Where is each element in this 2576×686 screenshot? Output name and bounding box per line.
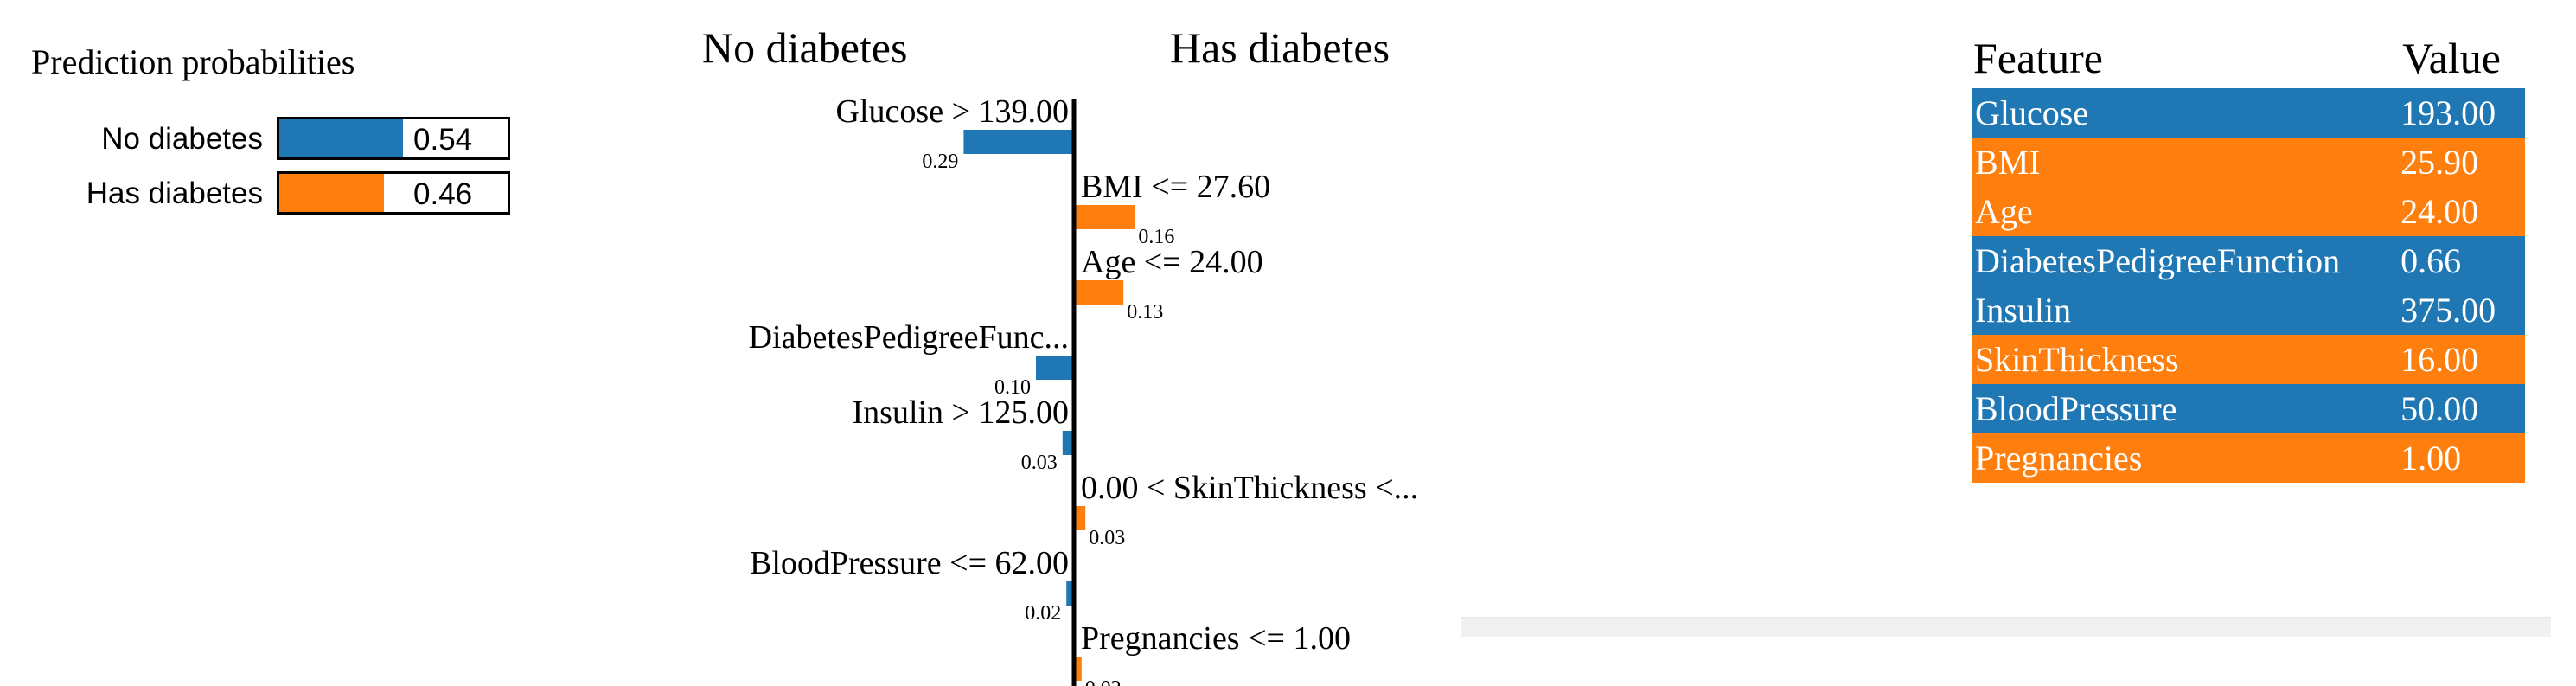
weight-bar — [1036, 356, 1074, 380]
weight-bar — [1074, 280, 1124, 305]
weight-value-label: 0.10 — [994, 376, 1031, 399]
feature-name-cell: DiabetesPedigreeFunction — [1975, 241, 2341, 280]
legend-label-has-diabetes: Has diabetes — [1170, 23, 1390, 72]
weight-value-label: 0.02 — [1085, 677, 1122, 686]
probability-value: 0.46 — [413, 177, 473, 211]
weight-value-label: 0.03 — [1089, 527, 1125, 549]
feature-value-cell: 25.90 — [2400, 143, 2479, 182]
table-header-row: Feature Value — [1972, 33, 2525, 88]
feature-value-cell: 50.00 — [2400, 389, 2479, 428]
column-header-feature: Feature — [1973, 34, 2103, 82]
feature-name-cell: Insulin — [1975, 291, 2072, 330]
bars-layer: Glucose > 139.00 0.29 BMI <= 27.60 0.16Age … — [749, 93, 1419, 686]
table-row: BMI 25.90 — [1972, 138, 2525, 187]
table-row: Pregnancies 1.00 — [1972, 433, 2525, 483]
weight-bar — [1074, 657, 1082, 681]
feature-weight-chart: No diabetes Has diabetes Glucose > 139.0… — [702, 23, 1419, 686]
feature-value-cell: 375.00 — [2400, 291, 2496, 330]
column-header-value: Value — [2402, 34, 2501, 82]
weight-value-label: 0.02 — [1025, 602, 1061, 625]
weight-bar — [1074, 205, 1135, 229]
weight-bar — [1062, 431, 1074, 455]
feature-value-cell: 24.00 — [2400, 192, 2479, 231]
probability-bar: 0.54 — [277, 117, 510, 160]
table-row: DiabetesPedigreeFunction 0.66 — [1972, 236, 2525, 285]
feature-condition-label: Pregnancies <= 1.00 — [1081, 620, 1351, 657]
probability-fill — [279, 119, 403, 157]
feature-condition-label: Age <= 24.00 — [1081, 244, 1263, 280]
weight-bar — [963, 130, 1074, 154]
feature-condition-label: 0.00 < SkinThickness <... — [1081, 470, 1418, 506]
feature-name-cell: BloodPressure — [1975, 389, 2177, 428]
feature-condition-label: BloodPressure <= 62.00 — [750, 545, 1069, 581]
feature-value-cell: 16.00 — [2400, 340, 2479, 379]
table-row: Age 24.00 — [1972, 187, 2525, 236]
probability-row-no-diabetes: No diabetes 0.54 — [0, 117, 536, 163]
feature-name-cell: Glucose — [1975, 93, 2089, 132]
table-row: SkinThickness 16.00 — [1972, 335, 2525, 384]
feature-value-cell: 1.00 — [2400, 439, 2462, 478]
probability-value: 0.54 — [413, 123, 473, 157]
feature-condition-label: Glucose > 139.00 — [836, 93, 1069, 130]
horizontal-scrollbar[interactable] — [1461, 617, 2551, 637]
feature-value-cell: 193.00 — [2400, 93, 2496, 132]
weight-bar — [1066, 581, 1074, 606]
feature-condition-label: Insulin > 125.00 — [853, 394, 1070, 431]
weight-value-label: 0.03 — [1021, 452, 1058, 474]
feature-value-table: Feature Value Glucose 193.00 BMI 25.90 Age 24… — [1972, 33, 2525, 483]
probability-label: Has diabetes — [86, 176, 263, 210]
table-row: Insulin 375.00 — [1972, 285, 2525, 335]
feature-name-cell: SkinThickness — [1975, 340, 2179, 379]
legend-label-no-diabetes: No diabetes — [702, 23, 907, 72]
prediction-probabilities-title: Prediction probabilities — [31, 42, 355, 81]
probability-bar: 0.46 — [277, 171, 510, 215]
weight-value-label: 0.13 — [1127, 301, 1163, 324]
feature-condition-label: DiabetesPedigreeFunc... — [749, 319, 1069, 356]
feature-name-cell: Pregnancies — [1975, 439, 2143, 478]
feature-rows: Glucose 193.00 BMI 25.90 Age 24.00 DiabetesPed… — [1972, 88, 2525, 483]
probability-fill — [279, 174, 385, 212]
weight-value-label: 0.29 — [922, 151, 958, 173]
feature-value-cell: 0.66 — [2400, 241, 2462, 280]
table-row: BloodPressure 50.00 — [1972, 384, 2525, 433]
feature-name-cell: Age — [1975, 192, 2033, 231]
probability-row-has-diabetes: Has diabetes 0.46 — [0, 171, 536, 218]
weight-value-label: 0.16 — [1138, 226, 1174, 248]
probability-label: No diabetes — [101, 122, 263, 156]
feature-condition-label: BMI <= 27.60 — [1081, 169, 1270, 205]
weight-bar — [1074, 506, 1086, 530]
feature-name-cell: BMI — [1975, 143, 2041, 182]
table-row: Glucose 193.00 — [1972, 88, 2525, 138]
